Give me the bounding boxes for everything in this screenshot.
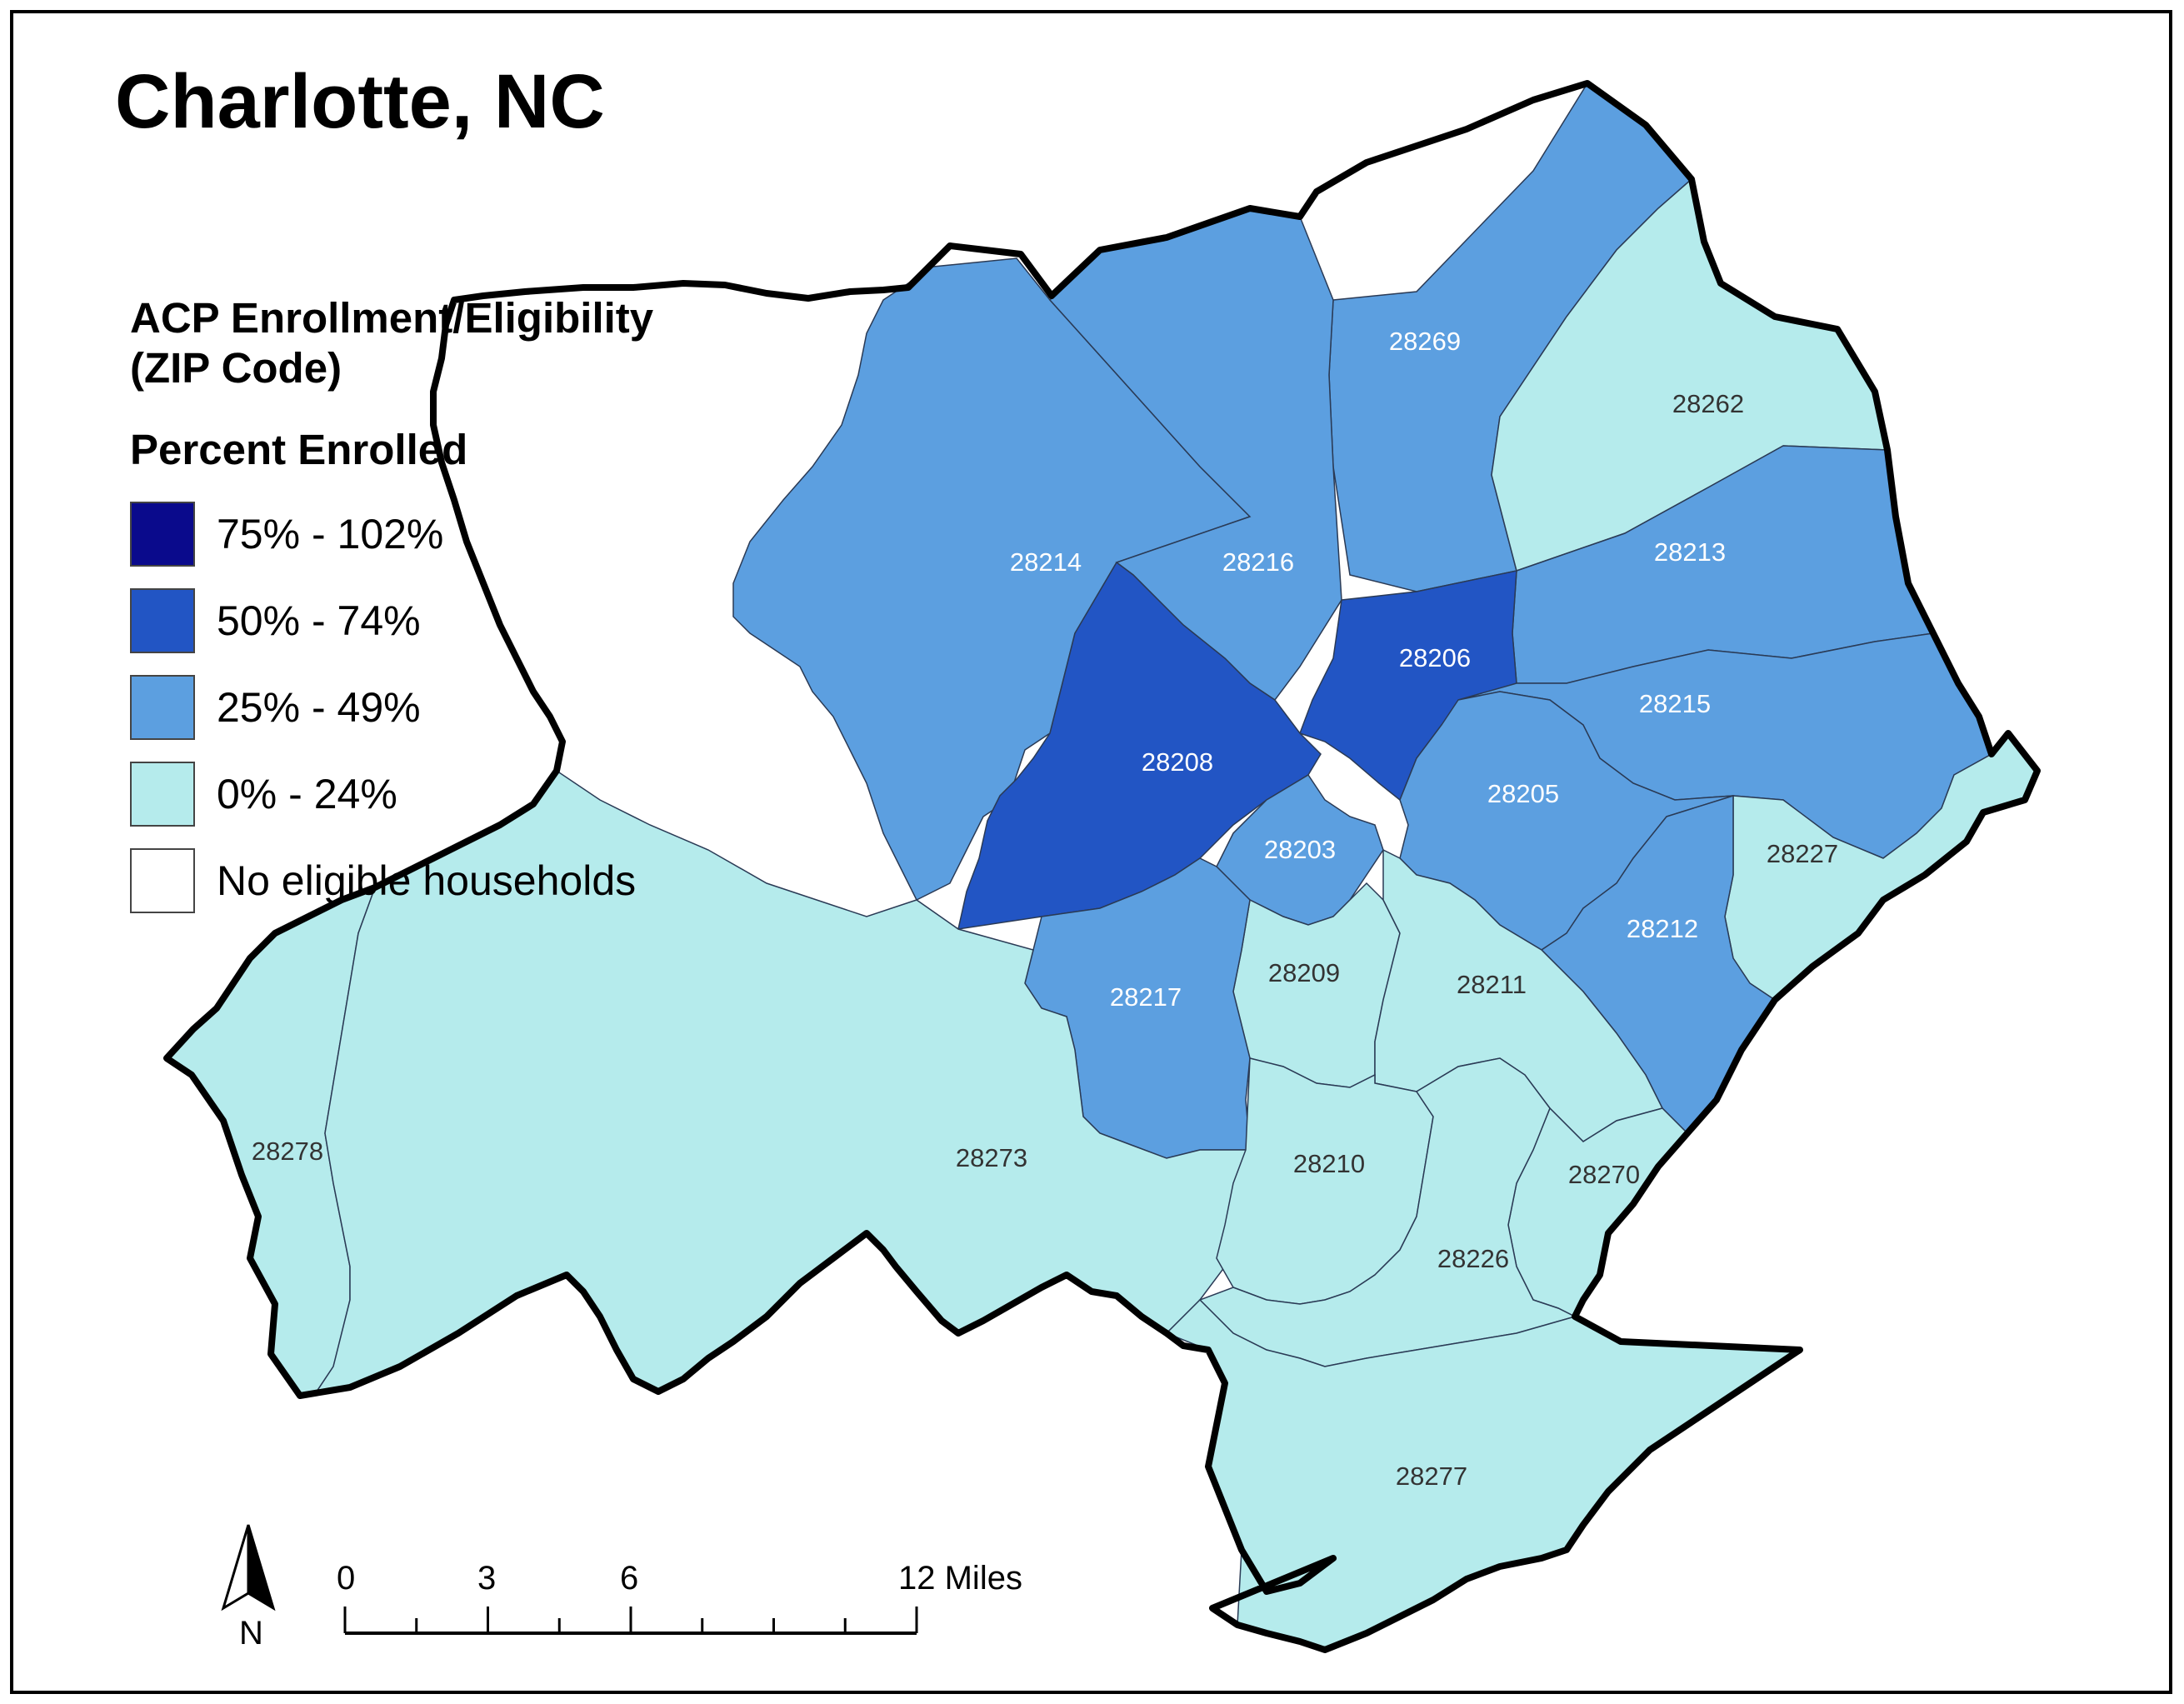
legend-item-0-24: 0% - 24% bbox=[130, 751, 653, 837]
legend-items: 75% - 102% 50% - 74% 25% - 49% 0% - 24% … bbox=[130, 491, 653, 924]
legend-swatch bbox=[130, 848, 195, 913]
legend-swatch bbox=[130, 675, 195, 740]
legend-label: 75% - 102% bbox=[217, 511, 444, 557]
county-outline bbox=[163, 80, 2041, 1653]
zip-label-28262: 28262 bbox=[1672, 389, 1744, 418]
legend-swatch bbox=[130, 762, 195, 827]
zip-label-28269: 28269 bbox=[1389, 327, 1461, 356]
north-arrow-label: N bbox=[239, 1615, 263, 1652]
legend-label: 0% - 24% bbox=[217, 771, 397, 817]
north-arrow bbox=[221, 1524, 276, 1612]
scale-bar bbox=[343, 1607, 918, 1635]
zip-label-28215: 28215 bbox=[1639, 689, 1711, 718]
map-title: Charlotte, NC bbox=[115, 59, 605, 144]
scale-label-3: 3 bbox=[477, 1560, 497, 1597]
zip-polygons: 28269 28262 28214 28216 28213 28206 28215 28208… bbox=[165, 82, 2038, 1651]
legend: ACP Enrollment/Eligibility (ZIP Code) Pe… bbox=[130, 293, 653, 924]
legend-item-no-eligible: No eligible households bbox=[130, 837, 653, 924]
zip-label-28211: 28211 bbox=[1457, 970, 1527, 999]
zip-label-28278: 28278 bbox=[252, 1137, 323, 1166]
legend-item-50-74: 50% - 74% bbox=[130, 577, 653, 664]
legend-label: 50% - 74% bbox=[217, 597, 421, 644]
zip-label-28217: 28217 bbox=[1110, 982, 1182, 1012]
zip-label-28214: 28214 bbox=[1010, 547, 1082, 577]
zip-label-28210: 28210 bbox=[1293, 1149, 1365, 1178]
zip-label-28273: 28273 bbox=[956, 1143, 1027, 1172]
zip-label-28216: 28216 bbox=[1222, 547, 1294, 577]
legend-swatch bbox=[130, 502, 195, 567]
zip-label-28213: 28213 bbox=[1654, 537, 1726, 567]
legend-item-75-102: 75% - 102% bbox=[130, 491, 653, 577]
zip-label-28212: 28212 bbox=[1627, 914, 1698, 943]
legend-title-line-1: ACP Enrollment/Eligibility bbox=[130, 294, 654, 342]
zip-label-28226: 28226 bbox=[1437, 1244, 1509, 1273]
zip-label-28206: 28206 bbox=[1399, 643, 1471, 672]
legend-item-25-49: 25% - 49% bbox=[130, 664, 653, 751]
zip-label-28270: 28270 bbox=[1568, 1160, 1640, 1189]
zip-label-28277: 28277 bbox=[1396, 1462, 1467, 1491]
zip-label-28209: 28209 bbox=[1268, 958, 1340, 987]
legend-label: No eligible households bbox=[217, 857, 637, 904]
zip-label-28227: 28227 bbox=[1767, 839, 1838, 868]
legend-swatch bbox=[130, 588, 195, 653]
scale-label-0: 0 bbox=[337, 1560, 356, 1597]
legend-label: 25% - 49% bbox=[217, 684, 421, 731]
scale-label-12-miles: 12 Miles bbox=[898, 1560, 1022, 1597]
legend-title: ACP Enrollment/Eligibility (ZIP Code) bbox=[130, 293, 653, 393]
zip-label-28208: 28208 bbox=[1142, 747, 1213, 777]
legend-title-line-2: (ZIP Code) bbox=[130, 344, 342, 392]
scale-label-6: 6 bbox=[620, 1560, 639, 1597]
north-arrow-right-half bbox=[247, 1524, 276, 1612]
zip-label-28203: 28203 bbox=[1264, 835, 1336, 864]
zip-label-28205: 28205 bbox=[1487, 779, 1559, 808]
legend-subtitle: Percent Enrolled bbox=[130, 426, 468, 473]
